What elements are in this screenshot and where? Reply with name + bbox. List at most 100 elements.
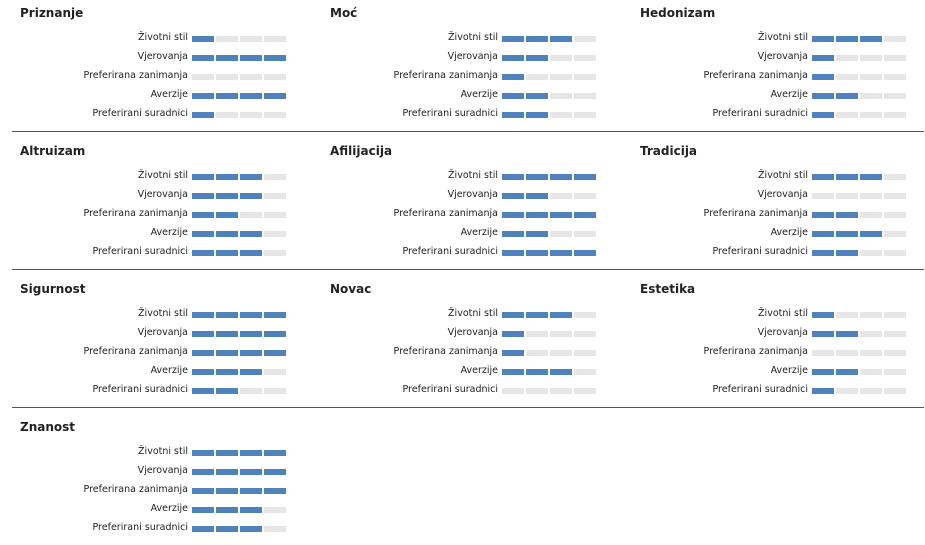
level-segment-empty [574,193,596,199]
panel-title: Altruizam [20,144,86,158]
level-segment-filled [812,369,834,375]
level-segment-empty [860,312,882,318]
metric-row: Preferirani suradnici [330,105,630,124]
metric-label: Vjerovanja [137,465,188,476]
level-segment-empty [884,331,906,337]
level-segment-filled [216,526,238,532]
level-segment-empty [574,312,596,318]
level-segment-empty [240,212,262,218]
level-segment-empty [836,312,858,318]
level-segment-empty [264,174,286,180]
panel-znanost: Znanost Životni stil Vjerovanja Preferirana… [20,420,320,545]
panel-tradicija: Tradicija Životni stil Vjerovanja Preferira… [640,144,925,269]
metric-label: Averzije [770,365,808,376]
level-segment-filled [192,507,214,513]
level-segment-empty [884,312,906,318]
metric-row: Vjerovanja [20,462,320,481]
panel-title: Novac [330,282,372,296]
metric-label: Preferirana zanimanja [83,208,188,219]
metric-label: Averzije [460,365,498,376]
metric-label: Životni stil [448,170,498,181]
level-segment-empty [836,388,858,394]
level-segment-empty [860,350,882,356]
level-segment-filled [526,212,548,218]
level-segment-filled [550,36,572,42]
level-segment-filled [812,36,834,42]
level-segment-filled [860,174,882,180]
level-segment-filled [192,350,214,356]
panel-altruizam: Altruizam Životni stil Vjerovanja Preferira… [20,144,320,269]
metric-label: Vjerovanja [757,51,808,62]
row-divider [12,131,924,132]
metric-label: Životni stil [448,308,498,319]
metric-label: Preferirani suradnici [712,108,809,119]
level-segment-filled [192,212,214,218]
metric-row: Preferirani suradnici [640,105,925,124]
level-segment-empty [240,388,262,394]
level-segment-filled [216,350,238,356]
level-segment-filled [264,55,286,61]
level-segment-empty [526,74,548,80]
level-segment-filled [836,36,858,42]
metric-row: Averzije [20,362,320,381]
level-segment-filled [216,174,238,180]
level-segment-empty [216,74,238,80]
panel-title: Znanost [20,420,76,434]
metric-row: Averzije [20,86,320,105]
metric-label: Vjerovanja [447,327,498,338]
metric-label: Vjerovanja [137,189,188,200]
level-segment-filled [574,174,596,180]
level-segment-empty [240,112,262,118]
level-segment-filled [812,55,834,61]
level-segment-empty [192,74,214,80]
level-segment-empty [860,74,882,80]
metric-row: Životni stil [330,29,630,48]
level-segment-empty [574,55,596,61]
level-segment-filled [526,112,548,118]
metric-row: Averzije [640,224,925,243]
panel-afilijacija: Afilijacija Životni stil Vjerovanja Preferi… [330,144,630,269]
level-segment-empty [836,193,858,199]
level-segment-empty [836,55,858,61]
metric-label: Životni stil [138,308,188,319]
level-segment-empty [884,36,906,42]
panel-moć: Moć Životni stil Vjerovanja Preferirana zan… [330,6,630,131]
metric-row: Životni stil [330,305,630,324]
metric-label: Averzije [150,89,188,100]
metric-label: Averzije [770,227,808,238]
level-segment-filled [216,507,238,513]
metric-row: Averzije [330,362,630,381]
level-segment-empty [860,388,882,394]
metric-row: Vjerovanja [640,48,925,67]
level-segment-filled [192,450,214,456]
metric-row: Averzije [20,500,320,519]
level-segment-empty [264,193,286,199]
level-segment-filled [550,312,572,318]
level-segment-filled [192,93,214,99]
level-segment-filled [192,526,214,532]
level-segment-filled [502,250,524,256]
level-segment-empty [860,93,882,99]
metric-label: Averzije [150,365,188,376]
level-segment-filled [192,369,214,375]
panel-title: Priznanje [20,6,84,20]
level-segment-filled [502,55,524,61]
metric-row: Preferirana zanimanja [20,343,320,362]
level-segment-empty [216,36,238,42]
level-segment-filled [240,55,262,61]
level-segment-filled [240,450,262,456]
level-segment-filled [192,174,214,180]
level-segment-filled [240,93,262,99]
level-segment-empty [574,36,596,42]
level-segment-filled [812,212,834,218]
level-segment-empty [574,331,596,337]
level-segment-filled [240,331,262,337]
level-segment-filled [240,250,262,256]
level-segment-filled [192,250,214,256]
level-segment-empty [836,74,858,80]
metric-row: Averzije [330,86,630,105]
metric-row: Preferirani suradnici [20,381,320,400]
level-segment-filled [526,55,548,61]
level-segment-filled [216,369,238,375]
level-segment-empty [550,55,572,61]
